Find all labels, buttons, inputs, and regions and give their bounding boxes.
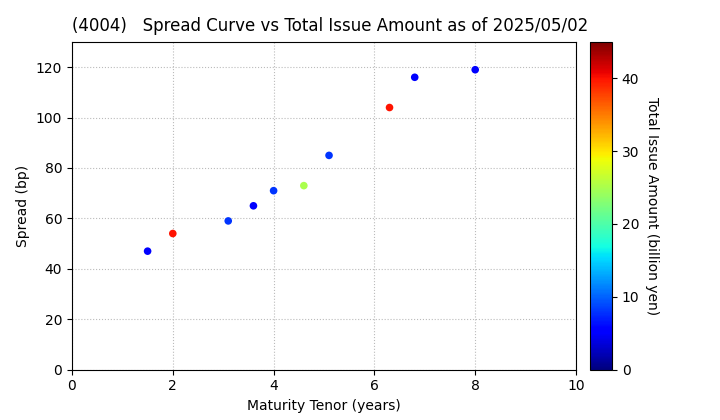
Point [384,104,395,111]
Point [248,202,259,209]
Point [222,218,234,224]
X-axis label: Maturity Tenor (years): Maturity Tenor (years) [247,399,401,413]
Y-axis label: Spread (bp): Spread (bp) [17,165,30,247]
Point [167,230,179,237]
Point [409,74,420,81]
Point [298,182,310,189]
Text: (4004)   Spread Curve vs Total Issue Amount as of 2025/05/02: (4004) Spread Curve vs Total Issue Amoun… [72,17,588,35]
Point [142,248,153,255]
Y-axis label: Total Issue Amount (billion yen): Total Issue Amount (billion yen) [645,97,659,315]
Point [268,187,279,194]
Point [323,152,335,159]
Point [469,66,481,73]
